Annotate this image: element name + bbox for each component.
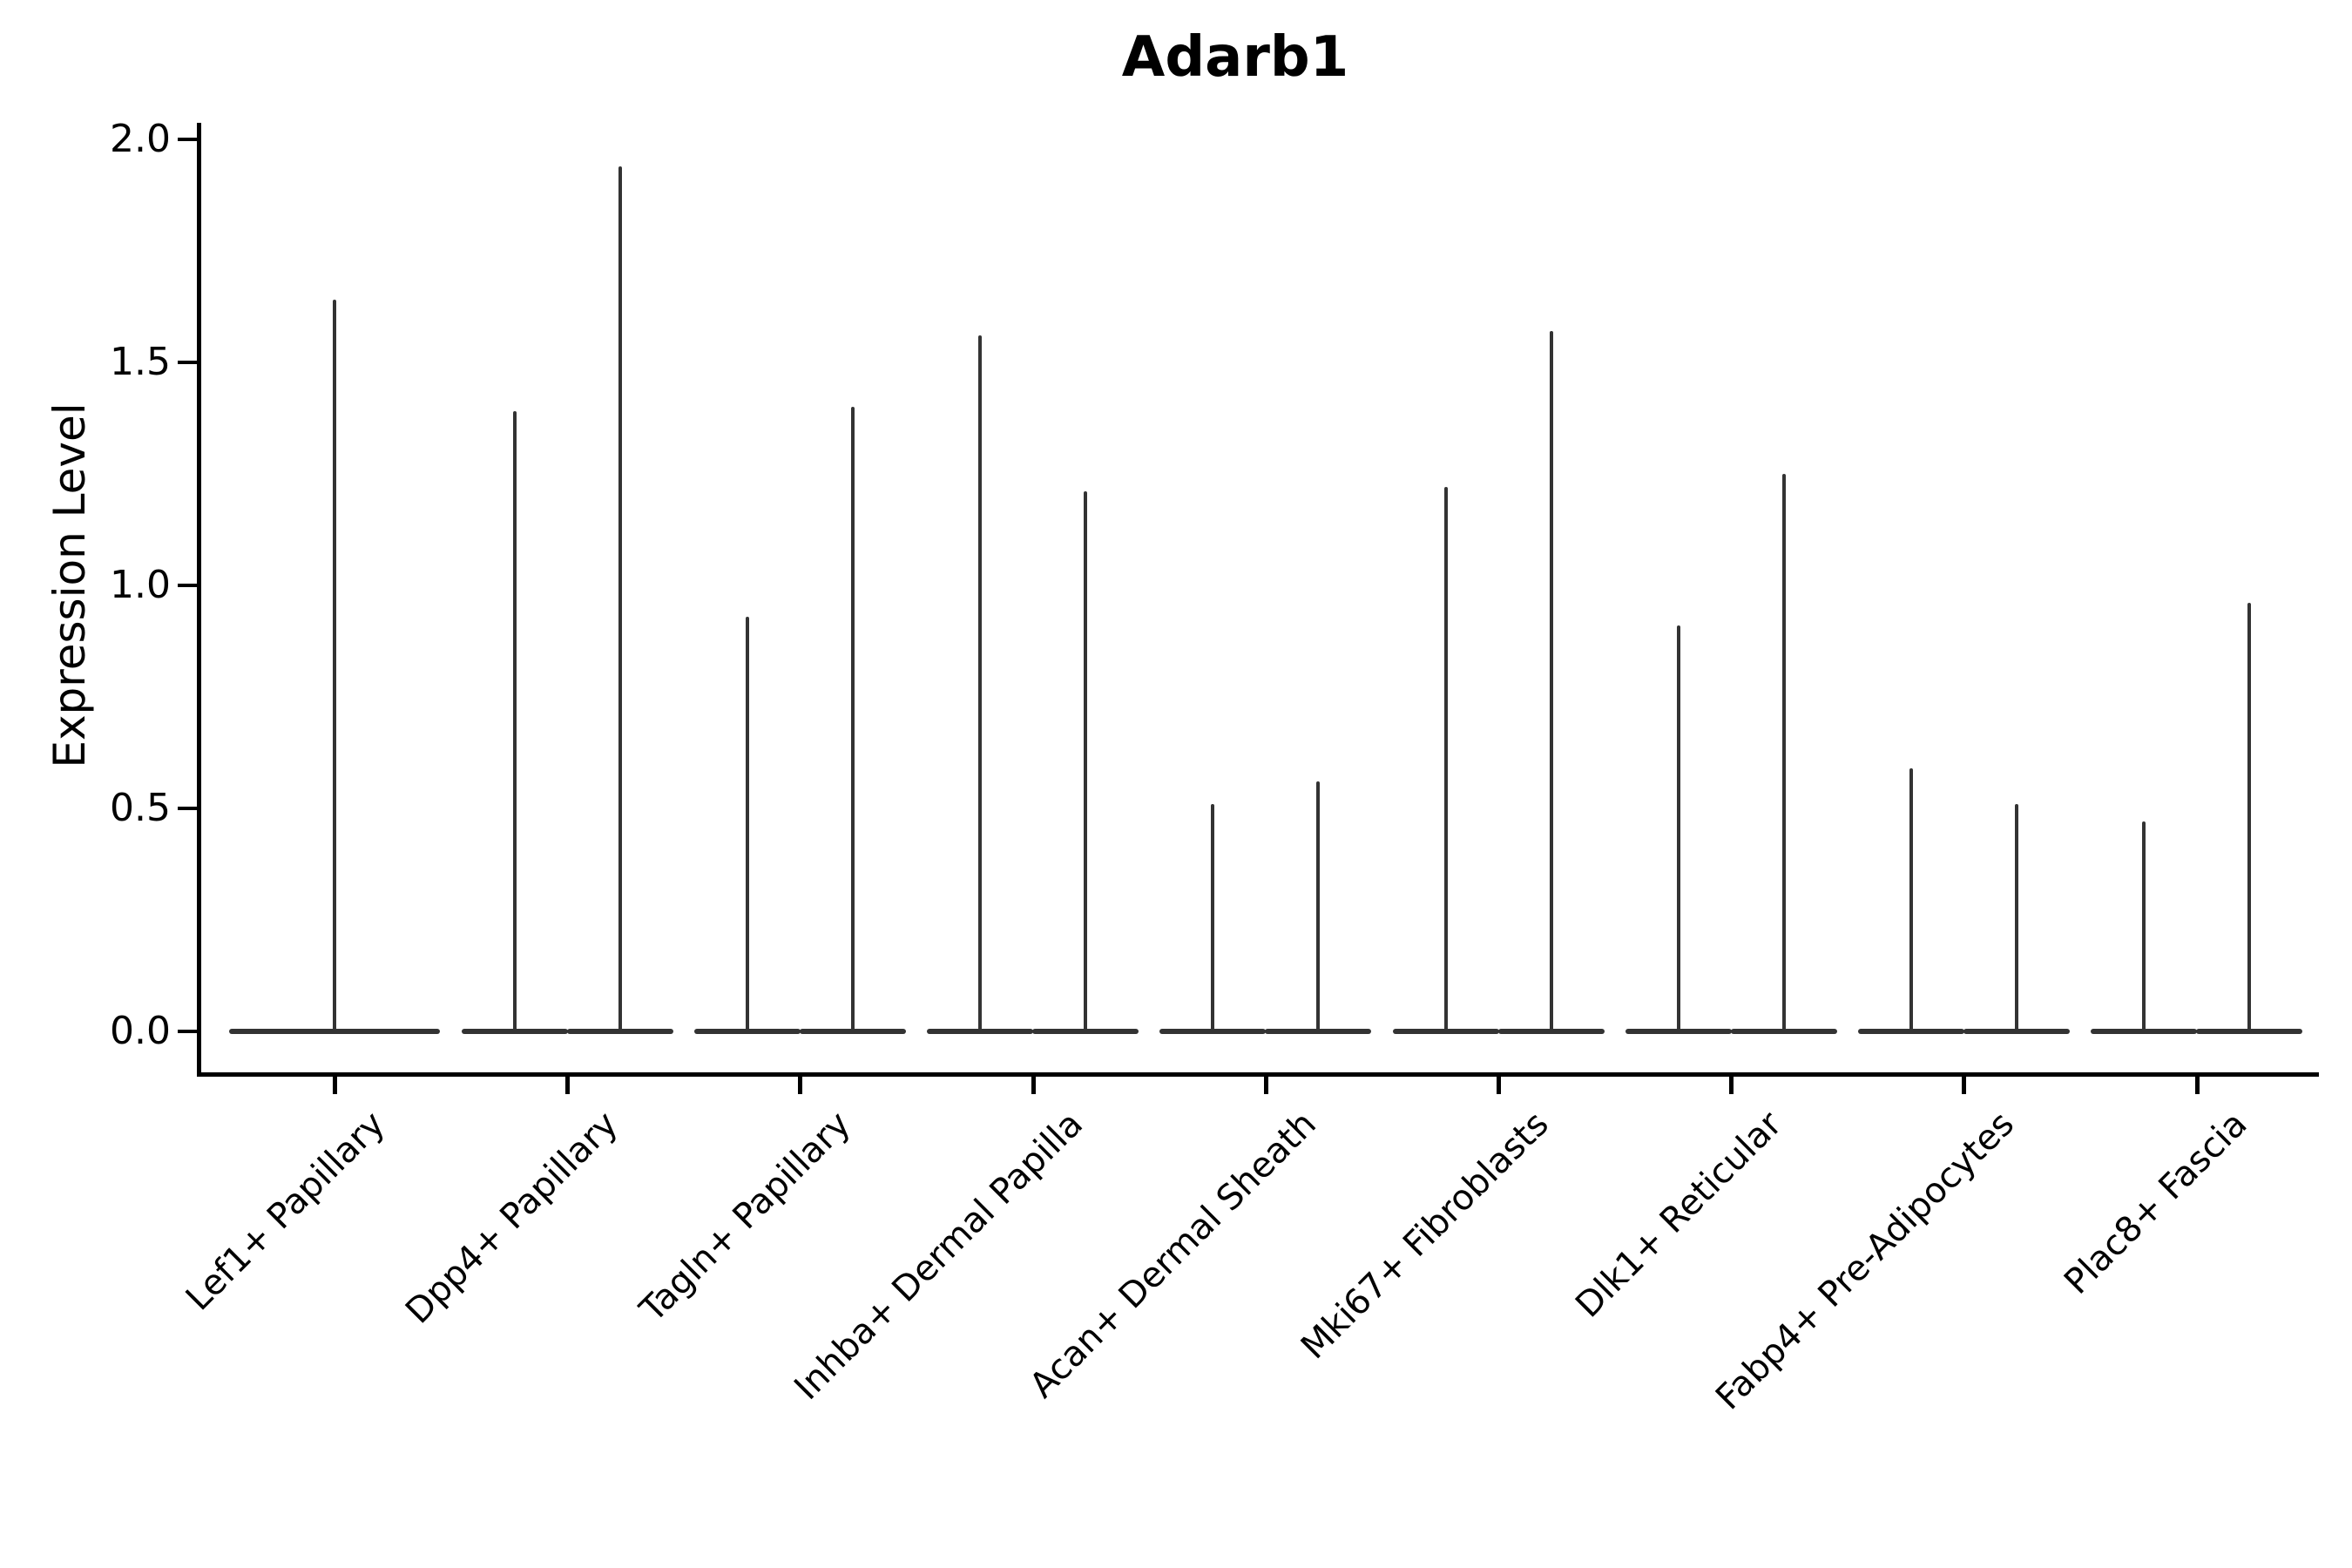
- y-tick-mark: [178, 807, 197, 810]
- x-tick-mark: [333, 1077, 337, 1094]
- y-tick-mark: [178, 1030, 197, 1033]
- violin-spike: [333, 300, 336, 1034]
- x-tick-mark: [1497, 1077, 1501, 1094]
- violin-spike: [978, 335, 983, 1034]
- y-tick-mark: [178, 138, 197, 141]
- y-tick-label: 1.5: [110, 340, 171, 384]
- x-tick-label: Dlk1+ Reticular: [1567, 1104, 1790, 1326]
- x-tick-label: Dpp4+ Papillary: [397, 1104, 626, 1332]
- violin-spike: [850, 407, 855, 1034]
- x-tick-mark: [565, 1077, 571, 1094]
- x-tick-label: Lef1+ Papillary: [178, 1104, 393, 1319]
- violin-spike: [2014, 803, 2018, 1034]
- y-tick-label: 1.0: [110, 563, 171, 607]
- y-tick-mark: [178, 584, 197, 587]
- violin-spike: [1676, 625, 1680, 1034]
- y-tick-label: 0.0: [110, 1009, 171, 1053]
- x-tick-mark: [798, 1077, 803, 1094]
- x-axis-spine: [197, 1072, 2319, 1077]
- violin-spike: [1211, 803, 1215, 1034]
- plot-title: Adarb1: [1121, 25, 1349, 90]
- y-tick-mark: [178, 361, 197, 364]
- violin-spike: [1909, 767, 1913, 1034]
- x-tick-mark: [1962, 1077, 1967, 1094]
- x-tick-label: Plac8+ Fascia: [2056, 1104, 2255, 1302]
- violin-spike: [745, 616, 749, 1034]
- violin-spike: [1549, 331, 1553, 1034]
- violin-spike: [1316, 781, 1321, 1034]
- violin-spike: [1781, 474, 1786, 1034]
- violin-spike: [618, 166, 622, 1034]
- violin-spike: [2247, 603, 2252, 1034]
- x-tick-mark: [1263, 1077, 1268, 1094]
- x-tick-mark: [2194, 1077, 2200, 1094]
- y-tick-label: 0.5: [110, 786, 171, 830]
- x-tick-label: Mki67+ Fibroblasts: [1293, 1104, 1557, 1368]
- x-tick-label: Tagln+ Papillary: [632, 1104, 859, 1330]
- violin-spike: [2142, 821, 2146, 1034]
- violin-spike: [512, 411, 517, 1034]
- y-axis-spine: [197, 123, 201, 1077]
- x-tick-mark: [1729, 1077, 1734, 1094]
- x-tick-mark: [1031, 1077, 1036, 1094]
- violin-spike: [1084, 491, 1088, 1034]
- y-tick-label: 2.0: [110, 117, 171, 161]
- violin-spike: [1443, 487, 1448, 1034]
